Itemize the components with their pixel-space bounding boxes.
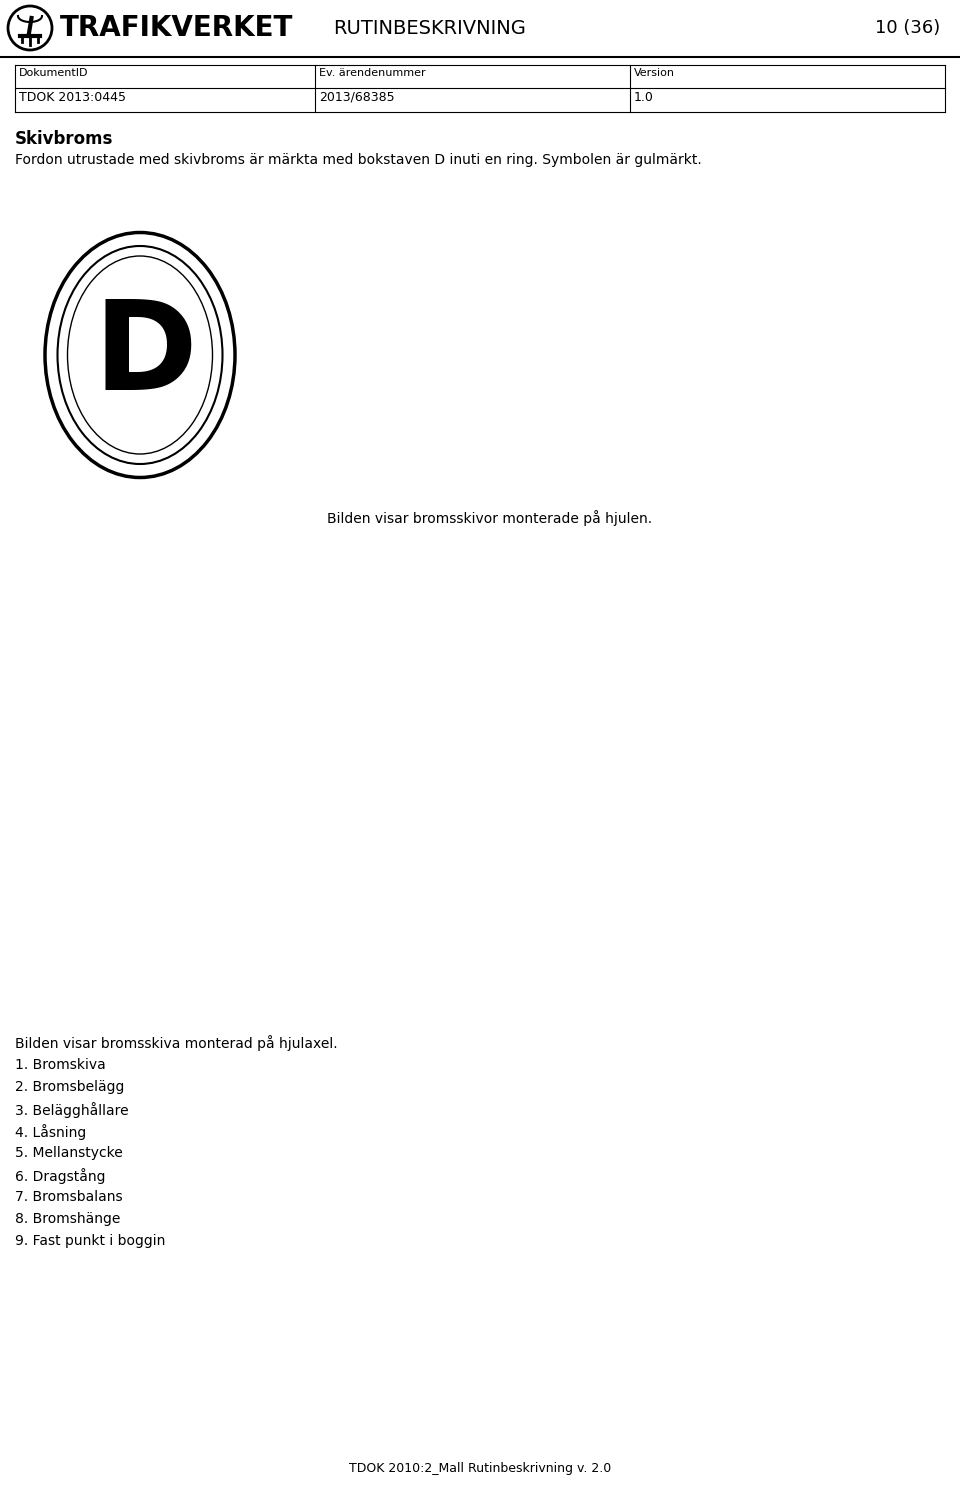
Text: TDOK 2010:2_Mall Rutinbeskrivning v. 2.0: TDOK 2010:2_Mall Rutinbeskrivning v. 2.0 (348, 1463, 612, 1475)
Text: 2. Bromsbelägg: 2. Bromsbelägg (15, 1080, 125, 1094)
Text: 5. Mellanstycke: 5. Mellanstycke (15, 1146, 123, 1159)
Text: Bilden visar bromsskivor monterade på hjulen.: Bilden visar bromsskivor monterade på hj… (327, 509, 653, 526)
Text: 6. Dragstång: 6. Dragstång (15, 1168, 106, 1183)
Text: 10 (36): 10 (36) (875, 19, 940, 37)
Text: 8. Bromshänge: 8. Bromshänge (15, 1212, 120, 1227)
Text: Ev. ärendenummer: Ev. ärendenummer (319, 69, 425, 78)
Text: 9. Fast punkt i boggin: 9. Fast punkt i boggin (15, 1234, 165, 1247)
Text: 1.0: 1.0 (634, 91, 654, 105)
Text: Fordon utrustade med skivbroms är märkta med bokstaven D inuti en ring. Symbolen: Fordon utrustade med skivbroms är märkta… (15, 152, 702, 167)
Text: 1. Bromskiva: 1. Bromskiva (15, 1058, 106, 1073)
Text: D: D (93, 294, 197, 415)
Text: 7. Bromsbalans: 7. Bromsbalans (15, 1191, 123, 1204)
Text: Bilden visar bromsskiva monterad på hjulaxel.: Bilden visar bromsskiva monterad på hjul… (15, 1035, 338, 1050)
Text: 3. Belägghållare: 3. Belägghållare (15, 1103, 129, 1118)
Text: TDOK 2013:0445: TDOK 2013:0445 (19, 91, 126, 105)
Text: Version: Version (634, 69, 675, 78)
Text: TRAFIKVERKET: TRAFIKVERKET (60, 13, 294, 42)
Text: DokumentID: DokumentID (19, 69, 88, 78)
Text: RUTINBESKRIVNING: RUTINBESKRIVNING (333, 18, 526, 37)
Text: 4. Låsning: 4. Låsning (15, 1123, 86, 1140)
Text: 2013/68385: 2013/68385 (319, 91, 395, 105)
Text: Skivbroms: Skivbroms (15, 130, 113, 148)
